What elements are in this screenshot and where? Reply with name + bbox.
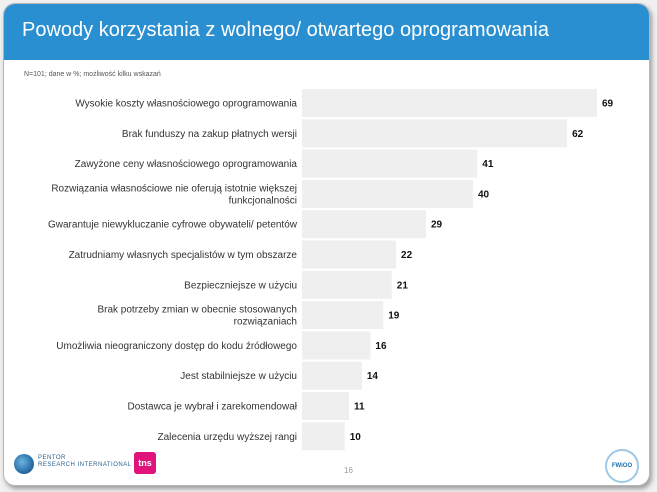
- bar-12: [302, 422, 345, 451]
- page-number: 16: [344, 466, 353, 475]
- value-label-8: 19: [388, 311, 400, 322]
- value-label-10: 14: [367, 371, 379, 382]
- bar-5: [302, 210, 426, 239]
- category-label-4: Rozwiązania własnościowe nie oferują ist…: [51, 183, 297, 206]
- value-label-6: 22: [401, 250, 413, 261]
- pentor-logo-text: PENTOR RESEARCH INTERNATIONAL: [38, 455, 132, 469]
- category-label-7: Bezpieczniejsze w użyciu: [184, 280, 297, 291]
- slide-title: Powody korzystania z wolnego/ otwartego …: [22, 19, 549, 41]
- value-label-12: 10: [350, 432, 362, 443]
- value-label-9: 16: [375, 341, 387, 352]
- category-label-11: Dostawca je wybrał i zarekomendował: [127, 402, 297, 413]
- sample-note: N=101; dane w %; możliwość kilku wskazań: [24, 71, 161, 78]
- bar-11: [302, 392, 350, 420]
- pentor-logo-line2: RESEARCH INTERNATIONAL: [38, 462, 132, 468]
- category-label-10: Jest stabilniejsze w użyciu: [180, 371, 297, 382]
- value-label-11: 11: [354, 402, 365, 413]
- category-label-3: Zawyżone ceny własnościowego oprogramowa…: [75, 159, 298, 170]
- category-label-8: Brak potrzeby zmian w obecnie stosowanyc…: [97, 305, 297, 328]
- tns-logo: tns: [134, 452, 156, 474]
- bar-chart: Wysokie koszty własnościowego oprogramow…: [48, 89, 614, 451]
- value-label-5: 29: [431, 220, 443, 231]
- bar-8: [302, 301, 384, 330]
- bar-9: [302, 331, 371, 360]
- category-label-9: Umożliwia nieograniczony dostęp do kodu …: [56, 341, 297, 352]
- value-label-1: 69: [602, 99, 614, 110]
- bar-10: [302, 361, 362, 390]
- bar-4: [302, 179, 474, 208]
- bar-3: [302, 149, 478, 178]
- category-label-5: Gwarantuje niewykluczanie cyfrowe obywat…: [48, 220, 298, 231]
- category-label-1: Wysokie koszty własnościowego oprogramow…: [75, 99, 297, 110]
- pentor-logo-line1: PENTOR: [38, 455, 66, 461]
- value-label-2: 62: [572, 129, 584, 140]
- globe-icon: [14, 454, 34, 474]
- bar-2: [302, 119, 568, 148]
- slide: Powody korzystania z wolnego/ otwartego …: [3, 3, 650, 486]
- bar-7: [302, 270, 392, 299]
- category-label-6: Zatrudniamy własnych specjalistów w tym …: [69, 250, 298, 261]
- category-label-12: Zalecenia urzędu wyższej rangi: [157, 432, 297, 443]
- value-label-4: 40: [478, 189, 490, 200]
- fwioo-logo: FWiOO: [605, 449, 639, 483]
- value-label-7: 21: [397, 280, 409, 291]
- title-banner: Powody korzystania z wolnego/ otwartego …: [4, 4, 649, 60]
- bar-6: [302, 240, 397, 269]
- category-label-2: Brak funduszy na zakup płatnych wersji: [122, 129, 297, 140]
- value-label-3: 41: [482, 159, 494, 170]
- bar-1: [302, 89, 597, 117]
- pentor-logo: PENTOR RESEARCH INTERNATIONAL: [14, 451, 134, 479]
